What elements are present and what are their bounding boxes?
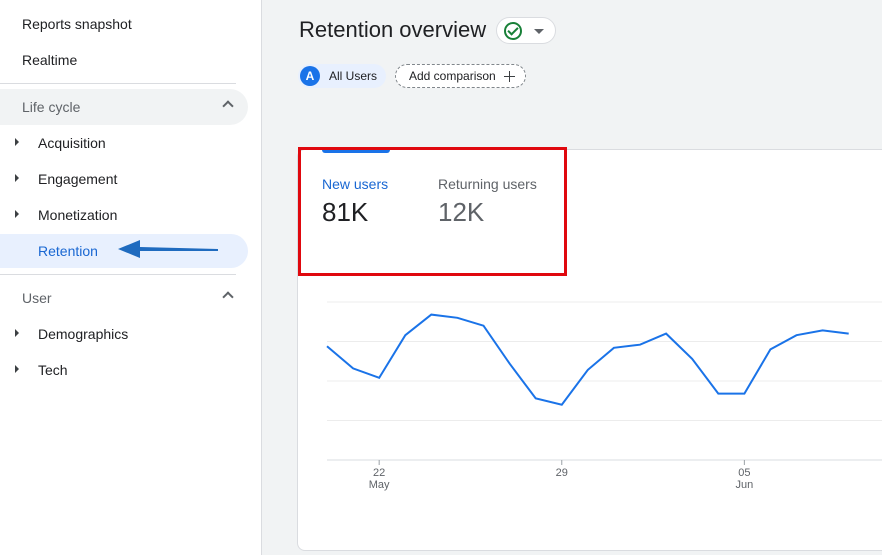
metric-value-returning-users: 12K [438,197,485,227]
metric-tab-indicator [322,149,390,153]
chevron-up-icon [222,100,234,112]
nav-reports-snapshot[interactable]: Reports snapshot [0,7,248,41]
nav-realtime-label: Realtime [22,52,78,68]
nav-tech-label: Tech [38,362,68,378]
chart-x-tick-label: 29 [556,467,568,479]
chart-x-tick-month: May [369,479,390,491]
nav-acquisition-label: Acquisition [38,135,106,151]
chart-x-tick-label: 05 [738,467,750,479]
status-dropdown[interactable] [496,17,556,44]
nav-tech[interactable]: Tech [0,353,248,387]
nav-demographics-label: Demographics [38,326,129,342]
nav-monetization[interactable]: Monetization [0,198,248,232]
nav-monetization-label: Monetization [38,207,118,223]
add-comparison-button[interactable]: Add comparison [395,64,526,88]
caret-right-icon [15,329,19,337]
segment-label: All Users [329,69,378,83]
chart-x-tick-label: 22 [373,467,385,479]
chart-series-line [326,313,849,406]
metric-tab-new-users[interactable]: New users [322,176,389,192]
section-user[interactable]: User [0,280,248,316]
check-circle-icon [504,22,522,40]
sidebar-divider [0,83,236,84]
users-card [297,149,882,551]
dropdown-arrow-icon [534,29,544,34]
section-life-cycle-label: Life cycle [22,99,81,115]
nav-engagement[interactable]: Engagement [0,162,248,196]
segment-chip-all-users[interactable]: A All Users [298,64,386,88]
sidebar: Reports snapshot Realtime Life cycle Acq… [0,0,262,555]
caret-right-icon [15,138,19,146]
caret-right-icon [15,210,19,218]
nav-acquisition[interactable]: Acquisition [0,126,248,160]
caret-right-icon [15,365,19,373]
segment-avatar: A [300,66,320,86]
nav-engagement-label: Engagement [38,171,118,187]
metric-tab-returning-users[interactable]: Returning users [438,176,537,192]
section-life-cycle[interactable]: Life cycle [0,89,248,125]
chevron-up-icon [222,291,234,303]
nav-realtime[interactable]: Realtime [0,43,248,77]
nav-reports-snapshot-label: Reports snapshot [22,16,132,32]
caret-right-icon [15,174,19,182]
nav-demographics[interactable]: Demographics [0,317,248,351]
page-title: Retention overview [299,17,487,42]
section-user-label: User [22,290,52,306]
metric-value-new-users: 81K [322,197,369,227]
sidebar-divider [0,274,236,275]
chart-x-tick-month: Jun [735,479,753,491]
nav-retention-label: Retention [38,243,98,259]
plus-icon [503,70,515,82]
highlight-annotation-box [298,147,567,276]
add-comparison-label: Add comparison [409,69,496,83]
annotation-arrow [118,240,218,258]
